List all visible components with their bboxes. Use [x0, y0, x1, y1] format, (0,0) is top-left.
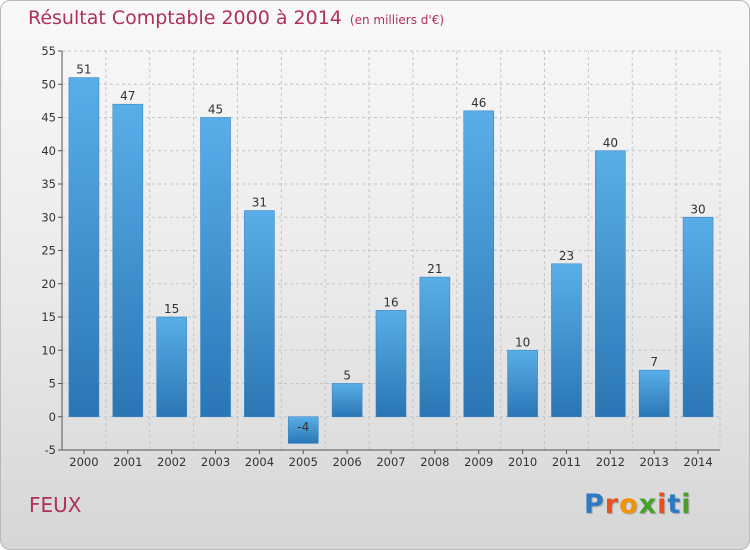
data-label: 30 [690, 202, 705, 216]
x-tick-label: 2001 [113, 455, 142, 469]
y-tick-label: 35 [41, 177, 56, 191]
data-label: 10 [515, 335, 530, 349]
data-label: -4 [297, 420, 309, 434]
y-tick-label: -5 [45, 443, 56, 457]
y-tick-label: 20 [41, 277, 56, 291]
bar-2000 [68, 77, 100, 418]
bar-2002 [156, 316, 187, 418]
data-label: 5 [343, 369, 351, 383]
logo-letter: r [604, 489, 620, 520]
logo-letter: x [638, 489, 658, 520]
bar-2007 [375, 310, 407, 418]
data-labels: 51 47 15 45 31 -4 5 16 21 46 10 23 40 7 30 [76, 63, 705, 434]
bar-2003 [200, 117, 231, 418]
x-tick-label: 2013 [640, 455, 669, 469]
logo-letter: o [619, 489, 639, 520]
y-tick-label: 5 [49, 377, 56, 391]
x-tick-label: 2009 [464, 455, 493, 469]
data-label: 21 [427, 262, 442, 276]
x-tick-label: 2010 [508, 455, 537, 469]
bar-2014 [682, 216, 714, 418]
y-tick-label: 55 [41, 44, 56, 58]
x-tick-label: 2014 [683, 455, 712, 469]
data-label: 40 [603, 136, 618, 150]
bars [68, 77, 714, 444]
bar-2011 [551, 263, 582, 418]
chart-title-text: Résultat Comptable 2000 à 2014 [28, 7, 342, 29]
bar-2008 [419, 276, 451, 418]
y-tick-label: 40 [41, 144, 56, 158]
data-label: 31 [252, 196, 267, 210]
bar-2012 [595, 150, 626, 418]
logo-letter: P [584, 489, 605, 520]
y-tick-label: 45 [41, 111, 56, 125]
x-tick-label: 2004 [245, 455, 274, 469]
x-tick-label: 2007 [376, 455, 405, 469]
bar-2005 [287, 416, 319, 444]
bar-2009 [463, 110, 495, 418]
x-tick-label: 2000 [69, 455, 98, 469]
data-label: 7 [650, 355, 658, 369]
data-label: 15 [164, 302, 179, 316]
x-tick-label: 2006 [332, 455, 361, 469]
y-tick-label: 50 [41, 77, 56, 91]
data-label: 45 [208, 103, 223, 117]
chart-unit: (en milliers d'€) [349, 13, 445, 27]
y-tick-label: 25 [41, 244, 56, 258]
y-tick-label: 10 [41, 343, 56, 357]
x-tick-label: 2005 [289, 455, 318, 469]
bar-2001 [112, 103, 144, 418]
proxiti-logo: Proxiti [584, 489, 692, 520]
bar-2004 [244, 210, 275, 418]
bar-2006 [331, 383, 363, 418]
y-tick-label: 0 [49, 410, 56, 424]
bar-2013 [638, 369, 670, 418]
x-tick-label: 2003 [201, 455, 230, 469]
data-label: 46 [471, 96, 486, 110]
x-tick-label: 2008 [420, 455, 449, 469]
logo-letter: i [681, 489, 692, 520]
data-label: 47 [120, 89, 135, 103]
data-label: 51 [76, 63, 91, 77]
bar-2010 [507, 349, 538, 418]
logo-letter: t [667, 489, 682, 520]
data-label: 23 [559, 249, 574, 263]
x-tick-label: 2011 [552, 455, 581, 469]
data-label: 16 [383, 295, 398, 309]
axes: -5 0 5 10 15 20 25 30 35 40 45 50 55 2000 2001 2002 2003… [41, 44, 720, 469]
logo-letter: i [657, 489, 668, 520]
commune-name: FEUX [29, 493, 82, 517]
x-tick-label: 2012 [596, 455, 625, 469]
y-tick-label: 30 [41, 210, 56, 224]
chart-title: Résultat Comptable 2000 à 2014 (en millie… [28, 7, 444, 29]
x-tick-label: 2002 [157, 455, 186, 469]
y-tick-label: 15 [41, 310, 56, 324]
